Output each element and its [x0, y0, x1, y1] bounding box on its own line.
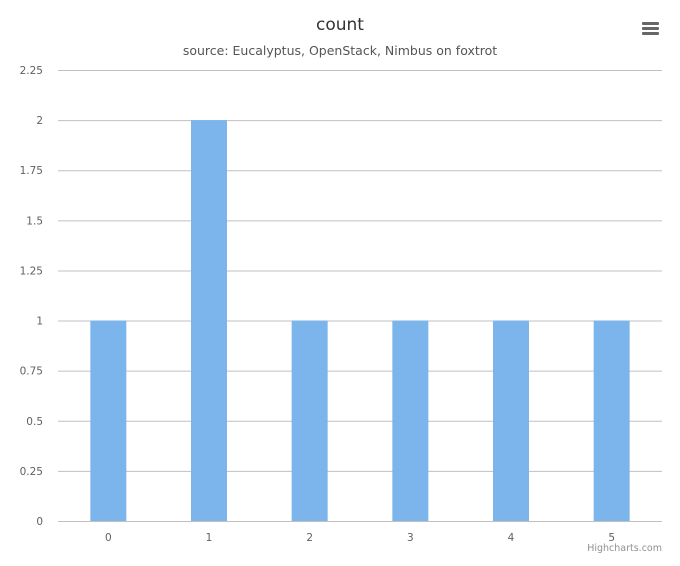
y-tick-label: 1.25 [20, 265, 43, 277]
y-axis-ticks: 0 0.25 0.5 0.75 1 1.25 1.5 1.75 2 2.25 [20, 65, 43, 528]
y-tick-label: 1.75 [20, 165, 43, 177]
menu-line [642, 32, 659, 35]
y-tick-label: 2.25 [20, 65, 43, 77]
x-tick-label: 0 [105, 532, 112, 544]
x-tick-label: 4 [508, 532, 515, 544]
y-tick-label: 1 [36, 316, 43, 328]
x-axis-ticks: 0 1 2 3 4 5 [105, 532, 615, 544]
y-tick-label: 0.5 [26, 416, 43, 428]
bar[interactable] [90, 320, 127, 521]
bars [90, 120, 630, 521]
y-tick-label: 0 [36, 516, 43, 528]
y-tick-label: 0.75 [20, 366, 43, 378]
chart-title: count [316, 15, 364, 35]
y-tick-label: 1.5 [26, 215, 43, 227]
bar[interactable] [291, 320, 328, 521]
menu-line [642, 22, 659, 25]
x-tick-label: 3 [407, 532, 414, 544]
x-tick-label: 1 [206, 532, 213, 544]
bar[interactable] [493, 320, 529, 521]
bar[interactable] [191, 120, 227, 521]
bar[interactable] [392, 320, 429, 521]
y-tick-label: 2 [36, 115, 43, 127]
x-tick-label: 5 [608, 532, 615, 544]
chart-subtitle: source: Eucalyptus, OpenStack, Nimbus on… [182, 43, 498, 58]
menu-line [642, 27, 659, 30]
credits-link[interactable]: Highcharts.com [587, 543, 662, 554]
grid-lines [58, 70, 662, 522]
x-tick-label: 2 [306, 532, 313, 544]
hamburger-menu-icon[interactable] [638, 18, 664, 40]
y-tick-label: 0.25 [20, 466, 43, 478]
bar[interactable] [593, 320, 630, 521]
